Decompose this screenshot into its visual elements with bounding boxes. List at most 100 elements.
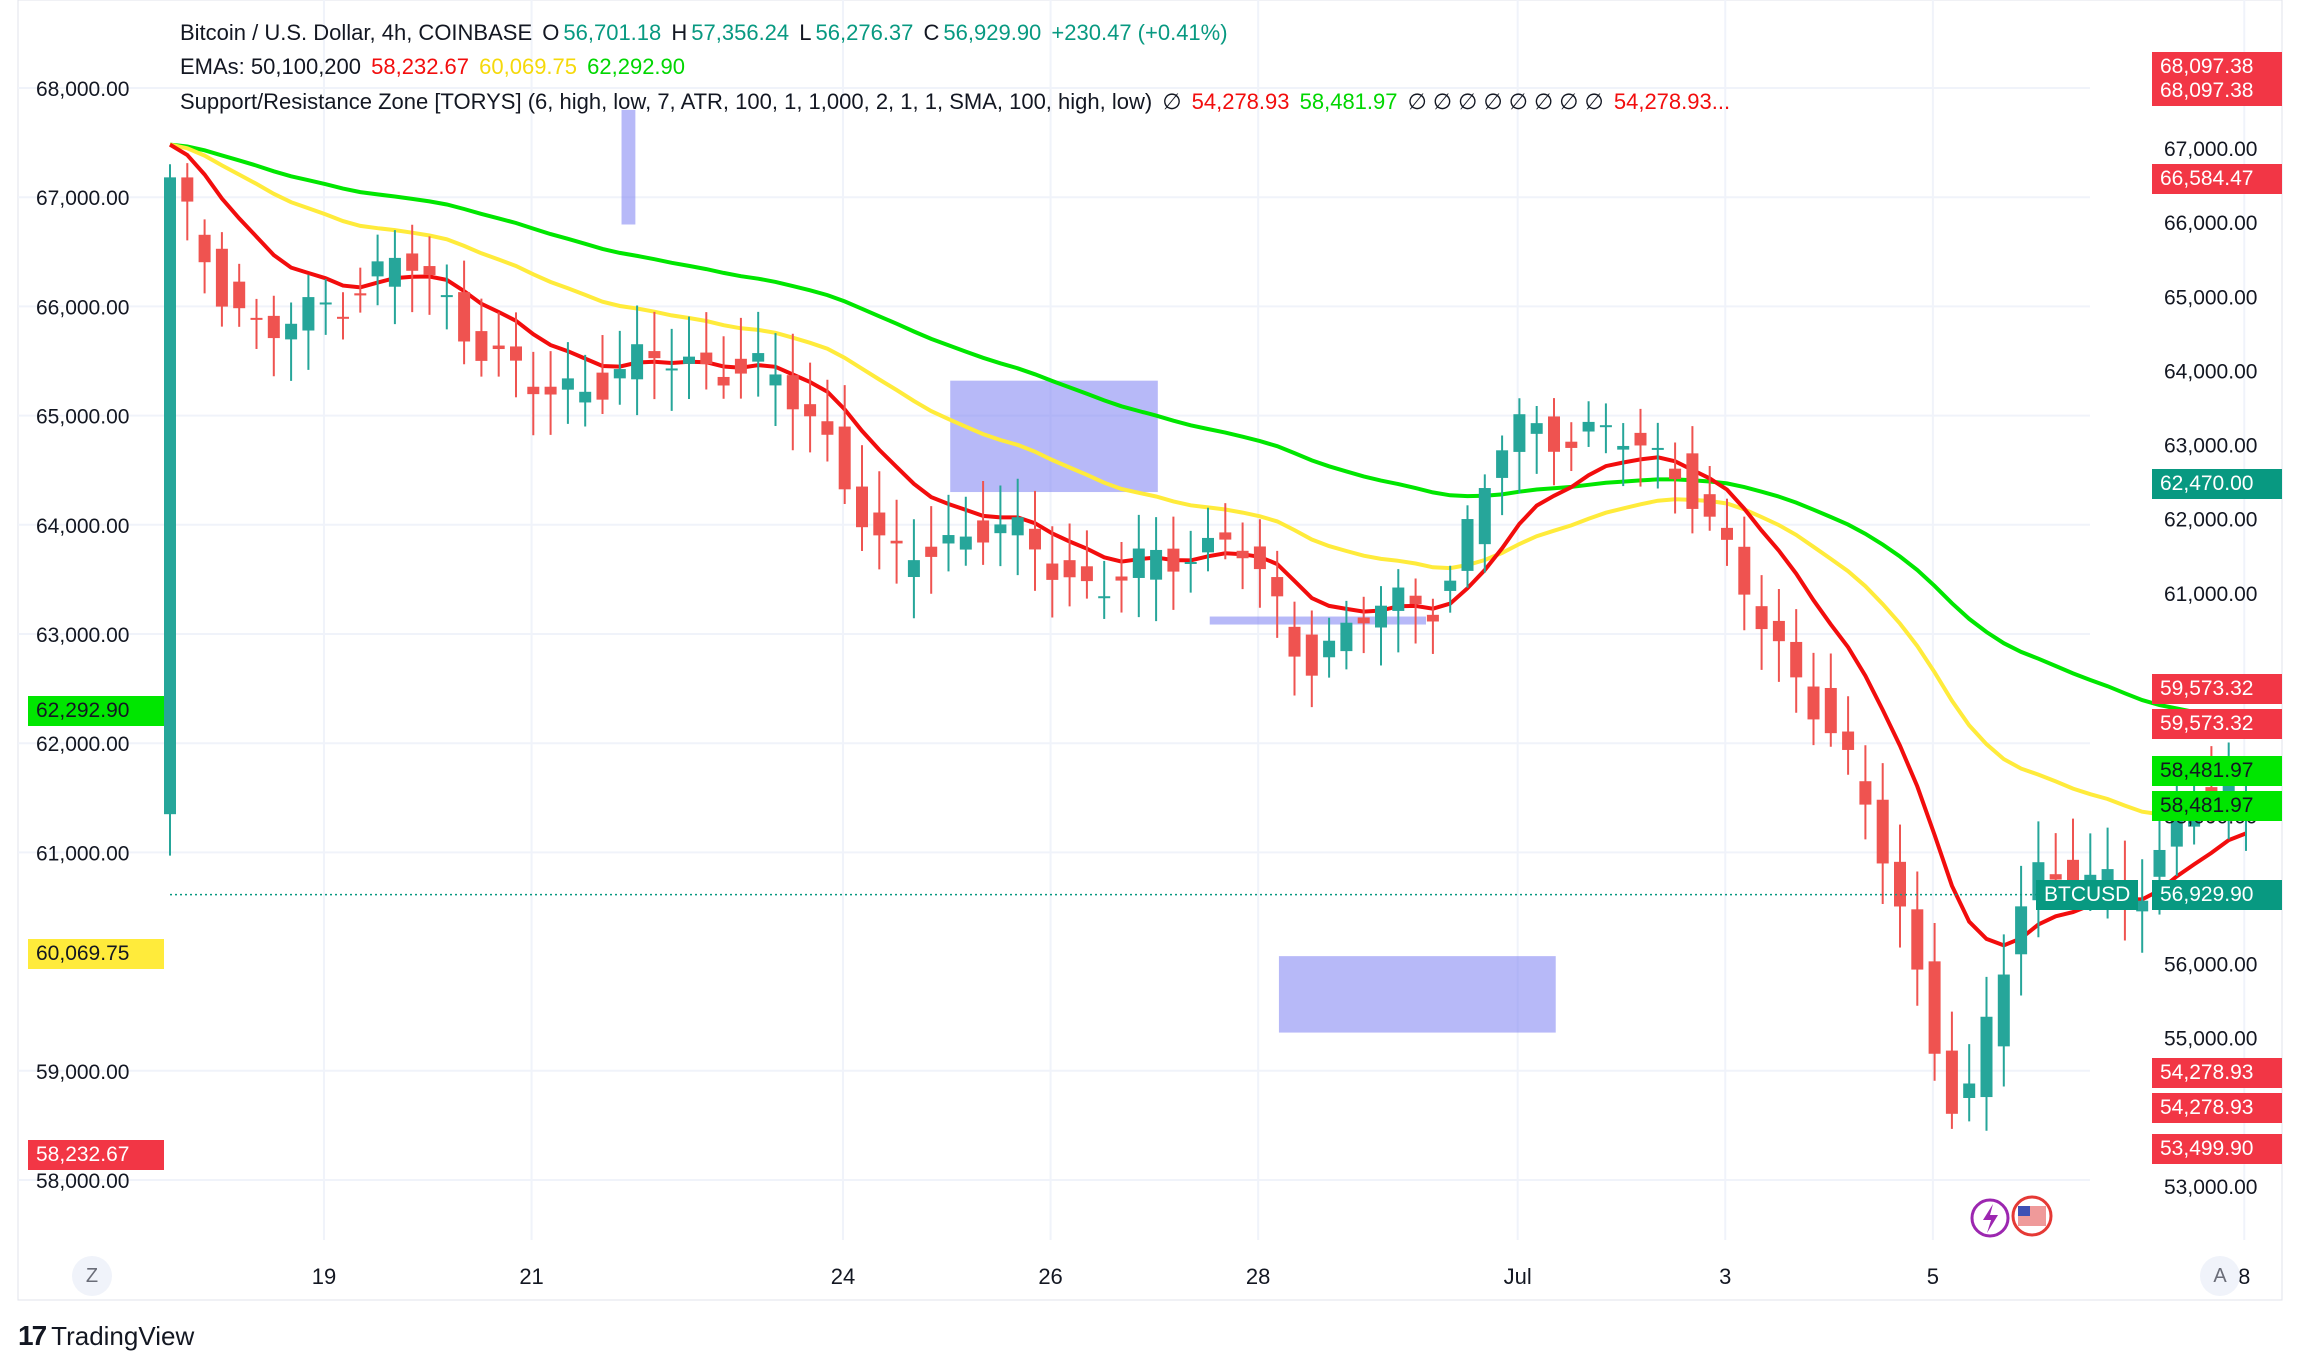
open-value: 56,701.18 — [563, 20, 662, 45]
left-axis-tick-label: 65,000.00 — [36, 406, 129, 429]
srz-legend[interactable]: Support/Resistance Zone [TORYS] (6, high… — [180, 88, 1734, 116]
candle-body — [2049, 874, 2062, 880]
candle-body — [1288, 626, 1301, 657]
right-axis-tick-label: 63,000.00 — [2164, 435, 2257, 458]
high-value: 57,356.24 — [691, 20, 790, 45]
candle-body — [1876, 799, 1889, 864]
candle-body — [821, 421, 834, 435]
candle-body — [1807, 686, 1820, 720]
ema200-line — [169, 142, 2247, 722]
right-price-tag: 56,929.90 — [2152, 879, 2282, 910]
candle-body — [838, 426, 851, 490]
candle-body — [2136, 900, 2149, 912]
time-axis-label: 5 — [1927, 1264, 1939, 1289]
candle-body — [1271, 577, 1284, 597]
candle-body — [371, 261, 384, 277]
candle-body — [1738, 546, 1751, 595]
time-axis: 1921242628Jul35810 — [312, 1264, 2251, 1289]
candle-body — [596, 372, 609, 400]
candle-body — [1029, 528, 1041, 550]
candle-body — [1253, 546, 1266, 570]
auto-scale-button[interactable]: A — [2200, 1256, 2240, 1296]
chart-frame — [17, 0, 2283, 1301]
left-axis-tick-label: 66,000.00 — [36, 296, 129, 319]
support-resistance-zones — [621, 109, 1556, 1033]
candle-body — [164, 177, 176, 815]
candle-body — [1478, 488, 1491, 545]
tradingview-logo[interactable]: 17 TradingView — [18, 1320, 194, 1352]
candle-body — [769, 374, 782, 386]
close-label: C — [923, 20, 940, 45]
candle-body — [665, 368, 678, 371]
candle-body — [1115, 576, 1128, 581]
symbol-price-tag: BTCUSD — [2036, 879, 2139, 910]
right-axis-tick-label: 53,000.00 — [2164, 1176, 2257, 1199]
left-price-tag: 60,069.75 — [28, 938, 164, 969]
candle-body — [1426, 614, 1439, 622]
sr-zone — [1209, 616, 1426, 625]
time-axis-label: 19 — [312, 1264, 336, 1289]
candle-body — [1080, 566, 1093, 582]
candle-body — [1963, 1083, 1976, 1098]
ema50-value: 58,232.67 — [371, 54, 470, 79]
candle-body — [1548, 416, 1560, 452]
candlesticks — [164, 163, 2252, 1131]
candle-body — [1409, 595, 1422, 604]
candle-body — [1703, 494, 1716, 517]
candle-body — [440, 295, 453, 298]
candle-body — [1011, 517, 1024, 536]
candle-body — [1669, 468, 1682, 480]
candle-body — [1392, 587, 1405, 611]
candle-body — [1513, 414, 1526, 452]
left-axis-tick-label: 68,000.00 — [36, 78, 129, 101]
symbol-title[interactable]: Bitcoin / U.S. Dollar, 4h, COINBASE — [180, 20, 533, 45]
candle-body — [458, 292, 471, 342]
right-price-tag: 62,470.00 — [2152, 468, 2282, 499]
left-axis-tick-label: 67,000.00 — [36, 187, 129, 210]
candle-body — [1323, 640, 1336, 658]
time-axis-label: 3 — [1719, 1264, 1731, 1289]
candle-body — [1686, 453, 1699, 509]
left-price-axis: 68,000.00 67,000.00 66,000.00 65,000.00 64,0… — [36, 78, 129, 1193]
candle-body — [233, 281, 246, 309]
candle-body — [631, 344, 644, 380]
candle-body — [423, 266, 436, 275]
candle-body — [1997, 974, 2010, 1047]
candle-body — [1202, 537, 1214, 553]
srz-value-1: 54,278.93 — [1191, 89, 1290, 114]
candle-body — [1859, 781, 1872, 805]
candle-body — [1219, 532, 1232, 540]
time-axis-label: 21 — [519, 1264, 543, 1289]
candle-body — [1184, 561, 1197, 564]
candle-body — [1461, 519, 1474, 571]
candle-body — [475, 331, 488, 361]
ema-legend[interactable]: EMAs: 50,100,200 58,232.67 60,069.75 62,… — [180, 53, 689, 81]
candle-body — [613, 369, 626, 379]
candle-body — [1980, 1016, 1993, 1098]
candle-body — [942, 535, 955, 544]
right-price-tag: 54,278.93 — [2152, 1058, 2282, 1089]
right-price-tag: 58,481.97 — [2152, 791, 2282, 822]
left-axis-tick-label: 59,000.00 — [36, 1061, 129, 1084]
candle-body — [700, 352, 713, 365]
ema-label: EMAs: 50,100,200 — [180, 54, 362, 79]
low-value: 56,276.37 — [815, 20, 914, 45]
candle-body — [1824, 687, 1837, 734]
right-axis-tick-label: 64,000.00 — [2164, 360, 2257, 383]
left-axis-tick-label: 62,000.00 — [36, 733, 129, 756]
scale-left-button[interactable]: Z — [72, 1256, 112, 1296]
candle-body — [1132, 548, 1145, 578]
candle-body — [717, 376, 730, 386]
candle-body — [873, 512, 886, 536]
candle-body — [1530, 423, 1543, 434]
candle-body — [1444, 580, 1457, 591]
left-price-tag: 58,232.67 — [28, 1139, 164, 1170]
candle-body — [1755, 606, 1768, 630]
high-label: H — [671, 20, 688, 45]
left-axis-tick-label: 63,000.00 — [36, 624, 129, 647]
candle-body — [734, 358, 747, 374]
candle-body — [1599, 425, 1612, 428]
candle-body — [406, 253, 419, 271]
candle-body — [1305, 634, 1318, 676]
